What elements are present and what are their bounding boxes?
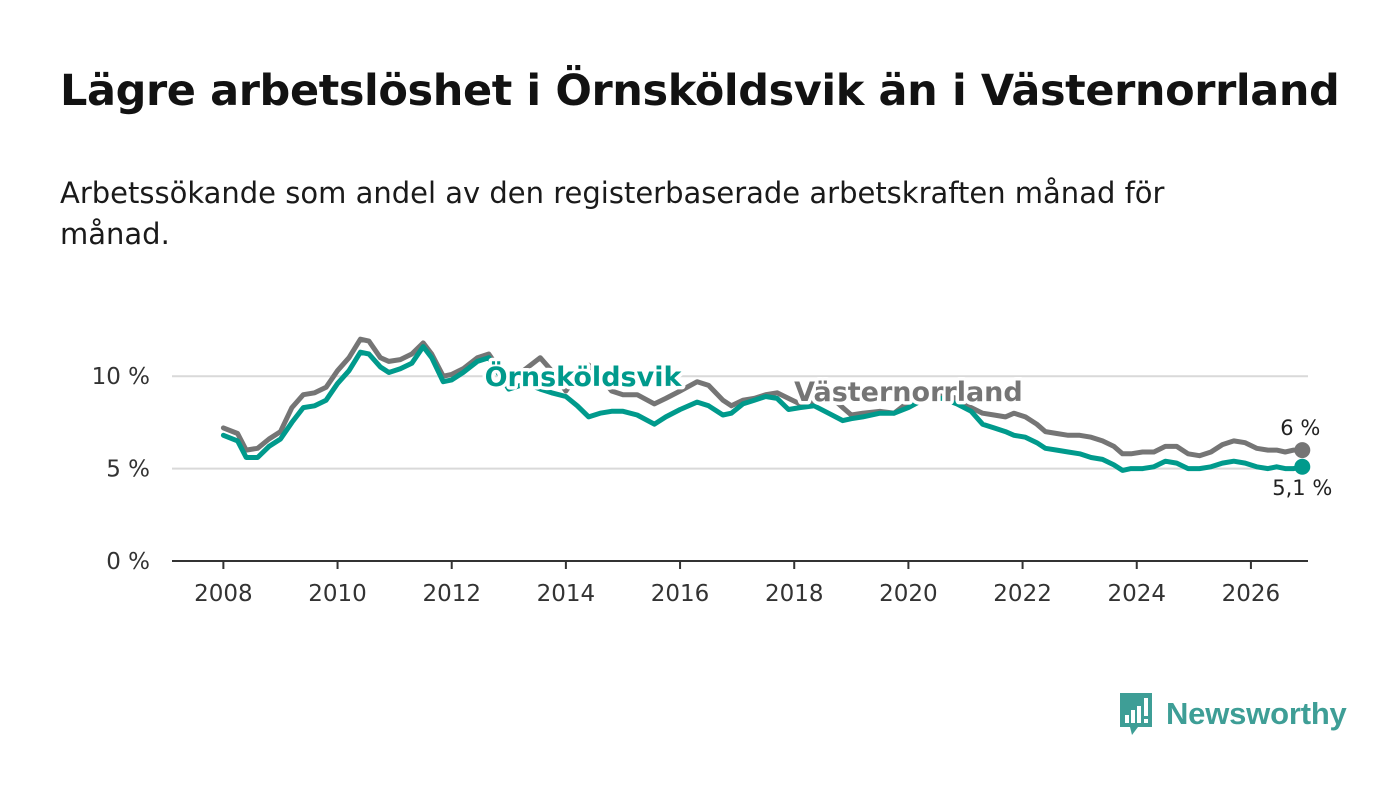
x-tick-label-2026: 2026 xyxy=(1222,581,1281,607)
series-label-ornskoldsvik: Örnsköldsvik xyxy=(485,360,683,393)
x-tick-label-2020: 2020 xyxy=(879,581,938,607)
series-endpoints: 6 % 5,1 % xyxy=(1272,416,1332,500)
y-tick-label-10: 10 % xyxy=(92,364,150,390)
x-tick-label-2010: 2010 xyxy=(308,581,367,607)
y-tick-label-5: 5 % xyxy=(106,457,150,483)
series-label-vasternorrland: Västernorrland xyxy=(794,377,1023,408)
end-marker-vasternorrland xyxy=(1294,442,1311,459)
series-line-ornskoldsvik xyxy=(220,344,1305,473)
x-tick-label-2018: 2018 xyxy=(765,581,824,607)
x-tick-label-2008: 2008 xyxy=(194,581,253,607)
x-tick-label-2022: 2022 xyxy=(993,581,1052,607)
x-tick-label-2014: 2014 xyxy=(537,581,596,607)
x-axis-ticks: 2008 2010 2012 2014 2016 2018 2020 2022 2024 2026 xyxy=(194,561,1280,607)
x-tick-label-2012: 2012 xyxy=(422,581,481,607)
newsworthy-logo-icon xyxy=(1120,693,1152,735)
series-lines xyxy=(220,336,1305,473)
x-tick-label-2024: 2024 xyxy=(1107,581,1166,607)
chart-title: Lägre arbetslöshet i Örnsköldsvik än i V… xyxy=(60,66,1340,116)
y-axis-ticks: 0 % 5 % 10 % xyxy=(92,364,150,575)
x-tick-label-2016: 2016 xyxy=(651,581,710,607)
end-marker-ornskoldsvik xyxy=(1294,458,1311,475)
end-label-ornskoldsvik: 5,1 % xyxy=(1272,476,1332,500)
chart-subtitle: Arbetssökande som andel av den registerb… xyxy=(60,176,1165,251)
end-label-vasternorrland: 6 % xyxy=(1280,416,1320,440)
newsworthy-logo-text: Newsworthy xyxy=(1166,696,1347,731)
newsworthy-logo: Newsworthy xyxy=(1118,690,1347,738)
series-labels: Örnsköldsvik Västernorrland xyxy=(481,357,1026,412)
y-tick-label-0: 0 % xyxy=(106,549,150,575)
